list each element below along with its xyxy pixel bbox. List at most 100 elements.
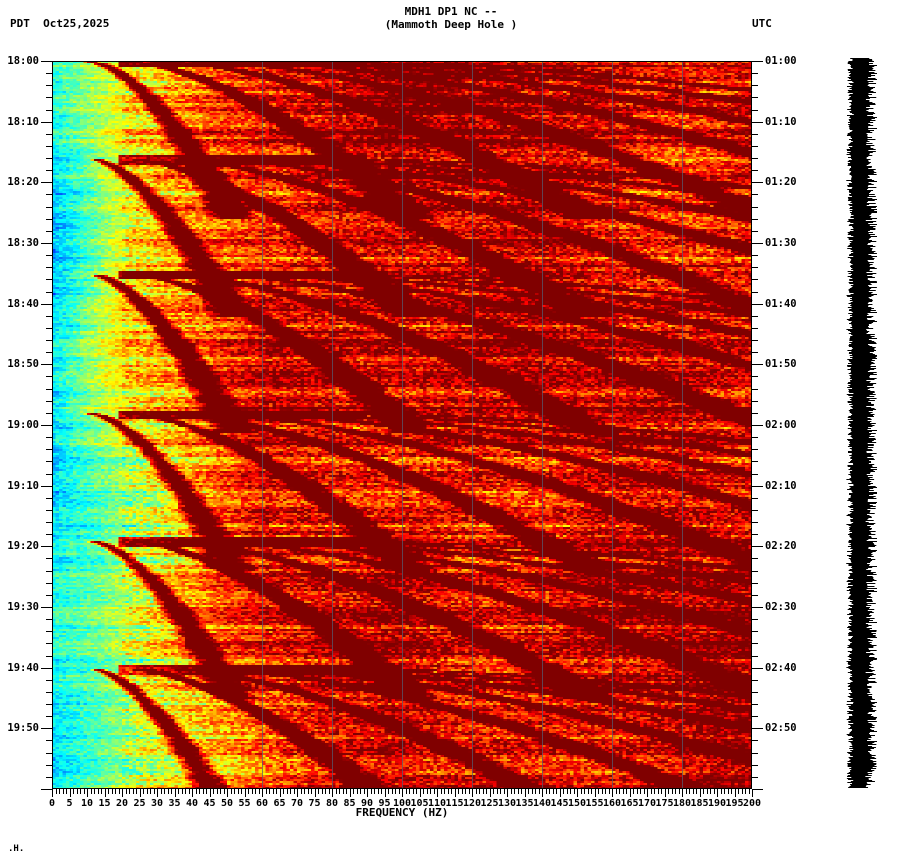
freq-tick-minor: [510, 789, 512, 794]
freq-tick-minor: [370, 789, 372, 794]
freq-tick-minor: [517, 789, 519, 794]
time-tick-minor: [752, 376, 758, 378]
header-tz-right: UTC: [752, 17, 772, 30]
freq-tick-minor: [160, 789, 162, 794]
freq-tick-minor: [657, 789, 659, 794]
freq-tick-minor: [626, 789, 627, 794]
freq-tick-minor: [573, 789, 575, 794]
freq-tick-minor: [563, 789, 564, 794]
freq-tick-minor: [293, 789, 295, 794]
freq-tick-minor: [426, 789, 428, 794]
freq-tick-minor: [724, 789, 725, 794]
time-tick-minor: [752, 327, 758, 329]
freq-tick-major: [664, 789, 666, 797]
time-tick-label: 19:10: [7, 479, 39, 492]
freq-tick-major: [507, 789, 508, 797]
freq-tick-minor: [304, 789, 305, 794]
freq-tick-minor: [195, 789, 197, 794]
freq-tick-major: [437, 789, 438, 797]
freq-tick-minor: [188, 789, 190, 794]
freq-tick-major: [717, 789, 718, 797]
time-tick-label: 18:50: [7, 358, 39, 371]
freq-tick-minor: [619, 789, 620, 794]
freq-tick-minor: [353, 789, 354, 794]
freq-tick-minor: [738, 789, 739, 794]
freq-tick-minor: [111, 789, 113, 794]
freq-tick-minor: [318, 789, 319, 794]
freq-tick-minor: [465, 789, 466, 794]
freq-tick-minor: [671, 789, 673, 794]
freq-tick-minor: [55, 789, 57, 794]
time-tick-minor: [752, 279, 758, 281]
freq-tick-minor: [374, 789, 375, 794]
time-tick-minor: [752, 109, 758, 111]
freq-tick-minor: [580, 789, 582, 794]
freq-tick-minor: [451, 789, 452, 794]
header-tz-left: PDT: [10, 17, 30, 30]
time-tick-major: [41, 61, 52, 62]
freq-tick-minor: [237, 789, 239, 794]
freq-tick-minor: [178, 789, 179, 794]
freq-tick-minor: [286, 789, 288, 794]
time-tick-major: [41, 243, 52, 244]
time-tick-minor: [752, 230, 758, 232]
time-tick-minor: [752, 631, 758, 633]
freq-tick-minor: [202, 789, 204, 794]
time-tick-minor: [752, 352, 758, 354]
frequency-axis-title: FREQUENCY (HZ): [355, 806, 449, 819]
freq-tick-minor: [391, 789, 393, 794]
time-tick-major: [752, 425, 763, 426]
freq-tick-major: [734, 789, 736, 797]
time-tick-label: 02:10: [765, 479, 797, 492]
freq-tick-minor: [496, 789, 498, 794]
time-tick-minor: [752, 704, 758, 706]
time-tick-minor: [752, 73, 758, 75]
corner-glyph: .H.: [8, 844, 25, 854]
freq-tick-minor: [342, 789, 344, 794]
freq-tick-minor: [59, 789, 60, 794]
freq-tick-minor: [591, 789, 592, 794]
time-tick-minor: [752, 97, 758, 99]
freq-tick-minor: [433, 789, 435, 794]
freq-tick-minor: [727, 789, 729, 794]
left-time-axis: 18:00 18:10 18:20 18:30 18:40 18:50 19:00 19:10…: [0, 55, 52, 791]
freq-tick-minor: [601, 789, 603, 794]
freq-tick-minor: [234, 789, 235, 794]
freq-tick-minor: [500, 789, 501, 794]
freq-tick-minor: [321, 789, 323, 794]
freq-tick-minor: [640, 789, 641, 794]
freq-tick-minor: [83, 789, 85, 794]
time-tick-label: 02:00: [765, 419, 797, 431]
time-tick-minor: [752, 315, 758, 317]
freq-tick-minor: [486, 789, 487, 794]
freq-tick-major: [69, 789, 71, 797]
freq-tick-major: [454, 789, 456, 797]
freq-tick-minor: [552, 789, 554, 794]
time-tick-major: [752, 364, 763, 366]
freq-tick-major: [612, 789, 613, 797]
time-tick-minor: [752, 437, 758, 439]
header-left-timezone-date: PDT Oct25,2025: [10, 17, 109, 30]
freq-tick-major: [87, 789, 88, 797]
freq-tick-minor: [430, 789, 431, 794]
freq-tick-major: [367, 789, 368, 797]
freq-tick-minor: [206, 789, 207, 794]
time-tick-minor: [752, 267, 758, 269]
freq-tick-minor: [335, 789, 337, 794]
freq-tick-major: [157, 789, 158, 797]
time-tick-major: [752, 607, 763, 608]
freq-tick-minor: [290, 789, 291, 794]
freq-tick-minor: [461, 789, 463, 794]
freq-tick-major: [647, 789, 648, 797]
freq-tick-major: [559, 789, 561, 797]
freq-tick-minor: [440, 789, 442, 794]
freq-tick-minor: [363, 789, 365, 794]
time-tick-minor: [752, 643, 758, 645]
time-tick-minor: [752, 716, 758, 718]
freq-tick-minor: [251, 789, 253, 794]
time-tick-minor: [752, 509, 758, 511]
time-tick-minor: [752, 158, 758, 160]
freq-tick-minor: [475, 789, 477, 794]
freq-tick-minor: [381, 789, 382, 794]
time-tick-minor: [752, 206, 758, 208]
